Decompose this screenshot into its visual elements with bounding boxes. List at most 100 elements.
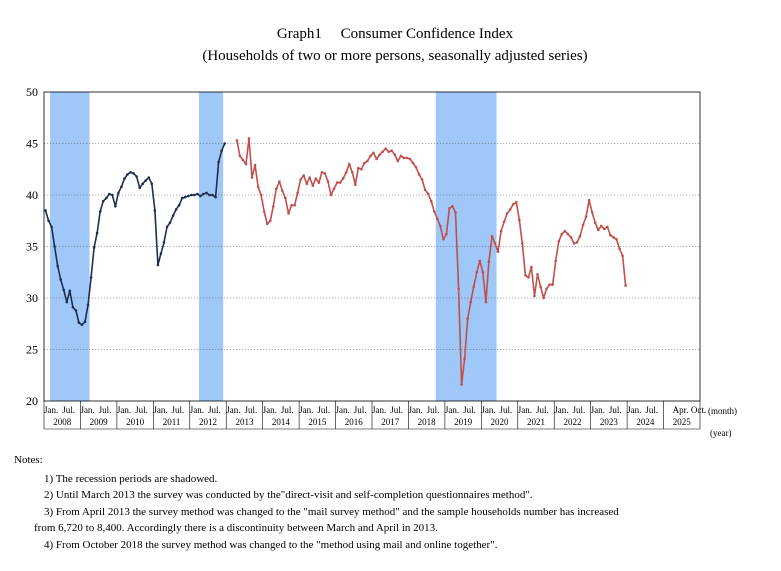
year-label-4: 2012 (199, 417, 217, 427)
point-0-0 (44, 209, 47, 212)
point-1-16 (284, 196, 287, 200)
point-0-28 (129, 171, 132, 174)
x-tick-labels: Jan. Jul. Jan. Jul. Jan. Jul. Jan. Jul. Jan. Jul.… (44, 405, 706, 427)
point-0-49 (193, 193, 196, 197)
point-1-8 (259, 193, 263, 197)
point-0-8 (68, 289, 72, 293)
point-0-10 (74, 309, 78, 312)
x-tick-30: Jan. (591, 405, 605, 415)
point-0-55 (211, 193, 214, 197)
point-0-52 (202, 192, 205, 196)
point-0-59 (223, 142, 226, 145)
point-1-63 (426, 192, 430, 196)
point-1-98 (533, 294, 536, 298)
point-1-9 (262, 210, 266, 213)
point-0-3 (53, 245, 56, 248)
point-1-69 (445, 232, 448, 236)
point-1-83 (487, 260, 491, 264)
point-1-47 (378, 153, 381, 157)
point-1-108 (563, 229, 567, 233)
point-1-31 (329, 193, 333, 197)
point-1-66 (436, 217, 439, 220)
year-label-14: 2022 (563, 417, 581, 427)
point-1-42 (363, 161, 366, 165)
point-1-99 (536, 273, 539, 276)
point-1-19 (293, 204, 296, 207)
point-1-65 (433, 210, 436, 213)
point-1-49 (384, 147, 388, 150)
point-0-20 (105, 196, 108, 200)
point-1-79 (475, 271, 479, 274)
point-0-40 (165, 225, 169, 229)
x-tick-3: Jul. (99, 405, 112, 415)
year-label-6: 2014 (272, 417, 291, 427)
point-0-35 (150, 182, 154, 185)
point-1-29 (323, 172, 327, 175)
point-1-51 (390, 149, 394, 152)
note-1: 1) The recession periods are shadowed. (44, 472, 218, 485)
point-1-70 (448, 207, 451, 210)
point-1-46 (375, 157, 378, 161)
chart-title: Graph1 Consumer Confidence Index (277, 26, 514, 42)
year-label-17: 2025 (673, 417, 692, 427)
y-tick-20: 20 (26, 394, 38, 408)
point-0-50 (196, 192, 199, 196)
x-tick-21: Jul. (427, 405, 440, 415)
point-1-73 (457, 287, 460, 291)
point-1-64 (429, 199, 433, 203)
year-label-11: 2019 (454, 417, 473, 427)
point-1-67 (439, 224, 442, 228)
point-1-109 (566, 232, 570, 236)
gridlines (44, 143, 700, 350)
point-1-107 (560, 232, 564, 236)
point-1-45 (372, 151, 375, 155)
x-tick-8: Jan. (190, 405, 204, 415)
point-1-89 (505, 212, 509, 215)
y-tick-25: 25 (26, 343, 38, 357)
point-1-84 (490, 234, 494, 238)
point-1-50 (387, 150, 391, 153)
x-tick-24: Jan. (481, 405, 495, 415)
point-0-57 (217, 160, 220, 164)
point-1-74 (460, 383, 463, 386)
x-tick-35: Oct. (691, 405, 706, 415)
note-2: 2) Until March 2013 the survey was condu… (44, 489, 533, 501)
point-1-6 (253, 163, 257, 167)
point-0-43 (174, 208, 178, 211)
x-tick-9: Jul. (208, 405, 221, 415)
point-1-71 (451, 205, 454, 208)
point-1-18 (290, 204, 293, 207)
point-0-23 (114, 205, 117, 208)
year-label-16: 2024 (636, 417, 655, 427)
x-tick-6: Jan. (153, 405, 167, 415)
point-1-110 (569, 235, 573, 239)
point-1-2 (241, 158, 245, 162)
point-0-22 (111, 193, 114, 197)
point-1-103 (548, 283, 551, 286)
point-0-44 (177, 204, 181, 207)
x-tick-20: Jan. (408, 405, 422, 415)
chart-subtitle: (Households of two or more persons, seas… (202, 48, 587, 64)
x-tick-27: Jul. (536, 405, 549, 415)
x-tick-29: Jul. (572, 405, 585, 415)
y-tick-labels: 20 25 30 35 40 45 50 (26, 85, 38, 408)
point-1-91 (511, 203, 515, 206)
x-tick-7: Jul. (172, 405, 185, 415)
y-tick-45: 45 (26, 137, 38, 151)
point-1-38 (351, 171, 354, 174)
year-label-3: 2011 (163, 417, 181, 427)
x-unit-year: (year) (710, 428, 731, 438)
year-label-0: 2008 (53, 417, 72, 427)
note-3-cont: from 6,720 to 8,400. Accordingly there i… (34, 522, 438, 534)
point-1-48 (381, 150, 384, 153)
x-tick-19: Jul. (390, 405, 403, 415)
point-1-41 (360, 168, 363, 171)
point-1-94 (521, 242, 524, 245)
point-0-21 (108, 192, 111, 196)
point-1-72 (454, 211, 457, 214)
point-1-25 (311, 184, 315, 187)
point-1-81 (481, 271, 485, 274)
point-1-95 (524, 274, 527, 277)
point-1-75 (463, 357, 466, 361)
point-0-25 (120, 185, 123, 189)
